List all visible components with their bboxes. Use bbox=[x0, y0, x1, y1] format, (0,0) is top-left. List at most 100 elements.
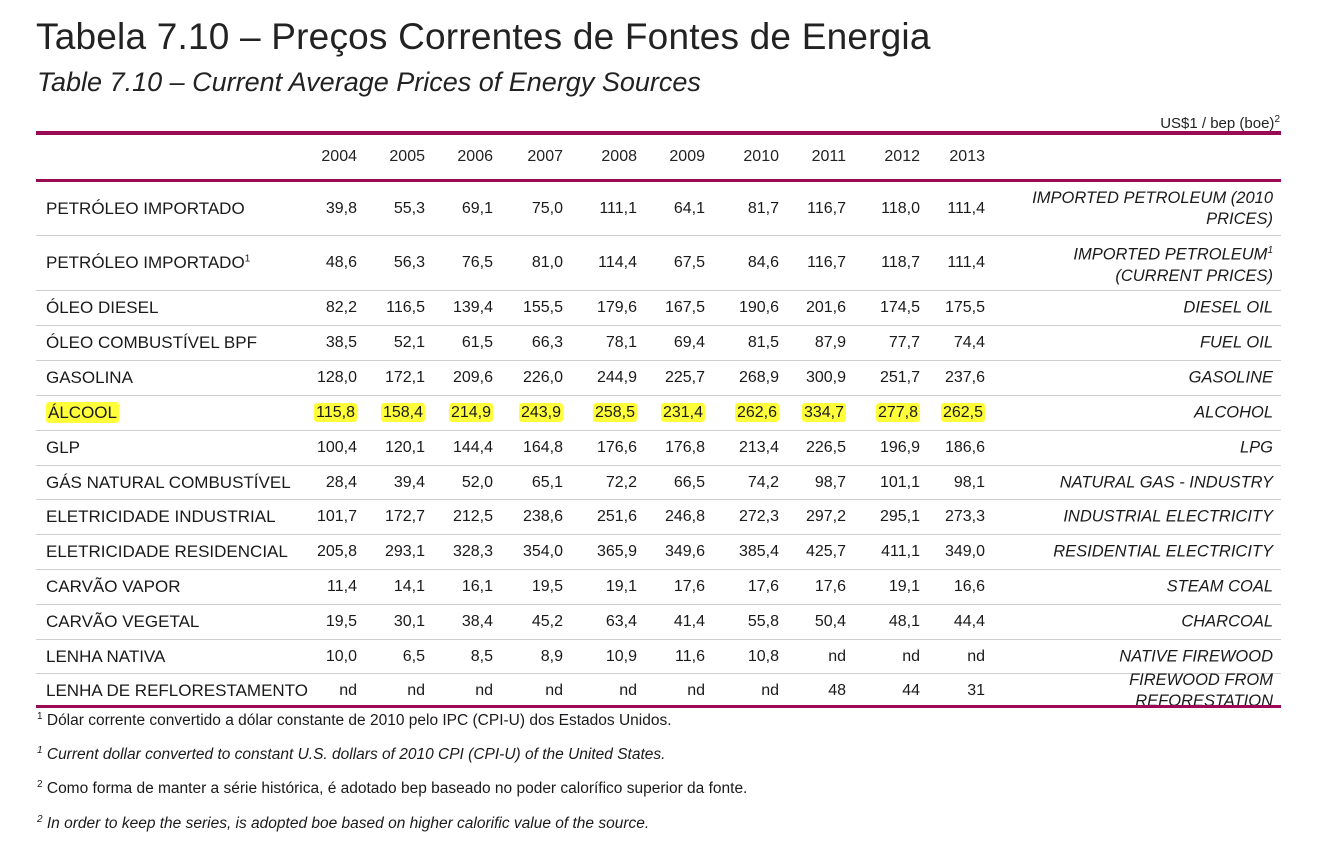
table-cell: 38,4 bbox=[433, 613, 493, 631]
table-cell: 262,6 bbox=[719, 403, 779, 422]
table-cell: 118,0 bbox=[860, 200, 920, 218]
table-cell: 45,2 bbox=[503, 613, 563, 631]
table-cell: 61,5 bbox=[433, 334, 493, 352]
table-cell: 19,1 bbox=[577, 578, 637, 596]
table-cell: 244,9 bbox=[577, 369, 637, 387]
table-cell: 349,0 bbox=[925, 543, 985, 561]
top-rule bbox=[36, 131, 1281, 135]
table-cell: 176,6 bbox=[577, 439, 637, 457]
cell-value: 69,1 bbox=[461, 199, 493, 217]
cell-value: 175,5 bbox=[944, 299, 985, 316]
cell-value: 174,5 bbox=[879, 299, 920, 316]
table-cell: 74,4 bbox=[925, 334, 985, 352]
cell-value: 69,4 bbox=[673, 334, 705, 351]
cell-value: 385,4 bbox=[738, 543, 779, 560]
cell-value: 52,1 bbox=[393, 334, 425, 351]
table-cell: 78,1 bbox=[577, 334, 637, 352]
cell-value: 84,6 bbox=[747, 254, 779, 271]
table-cell: 196,9 bbox=[860, 439, 920, 457]
table-cell: 48,1 bbox=[860, 613, 920, 631]
table-cell: 50,4 bbox=[786, 613, 846, 631]
cell-value: 244,9 bbox=[596, 369, 637, 386]
table-cell: 56,3 bbox=[365, 254, 425, 272]
row-label-en-text: CHARCOAL bbox=[1181, 612, 1273, 631]
cell-value: nd bbox=[545, 682, 563, 699]
cell-value: 81,7 bbox=[747, 199, 779, 217]
table-cell: 19,1 bbox=[860, 578, 920, 596]
row-label-en-text: DIESEL OIL bbox=[1183, 298, 1273, 317]
row-label-en: RESIDENTIAL ELECTRICITY bbox=[1003, 542, 1273, 563]
cell-value: 262,5 bbox=[940, 403, 985, 422]
table-cell: 174,5 bbox=[860, 299, 920, 317]
table-cell: 87,9 bbox=[786, 334, 846, 352]
table-cell: 69,4 bbox=[645, 334, 705, 352]
table-cell: 81,7 bbox=[719, 200, 779, 218]
cell-value: 8,9 bbox=[540, 647, 563, 665]
cell-value: 190,6 bbox=[738, 299, 779, 316]
row-label-pt: CARVÃO VAPOR bbox=[46, 577, 180, 597]
cell-value: nd bbox=[619, 682, 637, 699]
table-row: GÁS NATURAL COMBUSTÍVEL 28,4 39,4 52,0 65,1 7… bbox=[36, 466, 1281, 500]
cell-value: 179,6 bbox=[596, 299, 637, 316]
header-rule bbox=[36, 179, 1281, 182]
row-label-en: DIESEL OIL bbox=[1003, 298, 1273, 319]
row-label-en: IMPORTED PETROLEUM1 (CURRENT PRICES) bbox=[1003, 240, 1273, 287]
cell-value: 72,2 bbox=[605, 473, 637, 491]
cell-value: 176,6 bbox=[596, 439, 637, 456]
table-cell: 273,3 bbox=[925, 508, 985, 526]
table-cell: 213,4 bbox=[719, 439, 779, 457]
table-cell: 98,7 bbox=[786, 474, 846, 492]
year-header-2012: 2012 bbox=[884, 148, 920, 165]
table-cell: 354,0 bbox=[503, 543, 563, 561]
cell-value: 44,4 bbox=[953, 613, 985, 630]
cell-value: 16,1 bbox=[461, 578, 493, 595]
cell-value: 63,4 bbox=[605, 613, 637, 630]
cell-value: 81,5 bbox=[747, 334, 779, 351]
year-header-2010: 2010 bbox=[743, 148, 779, 165]
table-cell: 67,5 bbox=[645, 254, 705, 272]
table-cell: 41,4 bbox=[645, 613, 705, 631]
year-header-2006: 2006 bbox=[457, 148, 493, 165]
cell-value: 30,1 bbox=[393, 613, 425, 630]
cell-value: 11,4 bbox=[327, 578, 357, 595]
row-label-pt-text: GASOLINA bbox=[46, 368, 133, 387]
table-cell: 190,6 bbox=[719, 299, 779, 317]
cell-value: 66,3 bbox=[531, 334, 563, 351]
table-cell: 38,5 bbox=[297, 334, 357, 352]
table-row: CARVÃO VEGETAL 19,5 30,1 38,4 45,2 63,4 41,4 55… bbox=[36, 605, 1281, 640]
cell-value: 237,6 bbox=[944, 369, 985, 386]
cell-value: nd bbox=[687, 682, 705, 699]
cell-value: 17,6 bbox=[673, 578, 705, 595]
cell-value: 10,0 bbox=[325, 647, 357, 665]
row-label-pt: LENHA NATIVA bbox=[46, 647, 165, 667]
cell-value: 186,6 bbox=[944, 439, 985, 456]
year-header-2013: 2013 bbox=[949, 148, 985, 165]
table-cell: 101,1 bbox=[860, 474, 920, 492]
table-cell: 385,4 bbox=[719, 543, 779, 561]
row-label-pt: ELETRICIDADE INDUSTRIAL bbox=[46, 507, 276, 527]
cell-value: 39,4 bbox=[393, 473, 425, 491]
table-cell: 6,5 bbox=[365, 648, 425, 666]
cell-value: 6,5 bbox=[402, 647, 425, 665]
cell-value: 262,6 bbox=[734, 403, 779, 422]
cell-value: 118,0 bbox=[881, 199, 920, 217]
cell-value: 98,1 bbox=[953, 473, 985, 491]
cell-value: 55,8 bbox=[747, 613, 779, 630]
footnote-number: 1 bbox=[37, 745, 43, 756]
row-label-en: STEAM COAL bbox=[1003, 577, 1273, 598]
cell-value: 251,6 bbox=[596, 508, 637, 525]
cell-value: 176,8 bbox=[664, 439, 705, 456]
table-cell: 231,4 bbox=[645, 403, 705, 422]
cell-value: 300,9 bbox=[805, 369, 846, 386]
cell-value: 38,5 bbox=[325, 334, 357, 351]
table-cell: 268,9 bbox=[719, 369, 779, 387]
table-cell: 114,4 bbox=[577, 254, 637, 272]
table-cell: 411,1 bbox=[860, 543, 920, 561]
cell-value: 44 bbox=[902, 682, 920, 699]
table-cell: 251,7 bbox=[860, 369, 920, 387]
cell-value: 61,5 bbox=[461, 334, 493, 351]
row-label-en: NATURAL GAS - INDUSTRY bbox=[1003, 472, 1273, 493]
table-row: PETRÓLEO IMPORTADO 39,8 55,3 69,1 75,0 111,1 6… bbox=[36, 182, 1281, 236]
cell-value: 167,5 bbox=[664, 299, 705, 316]
table-cell: 128,0 bbox=[297, 369, 357, 387]
